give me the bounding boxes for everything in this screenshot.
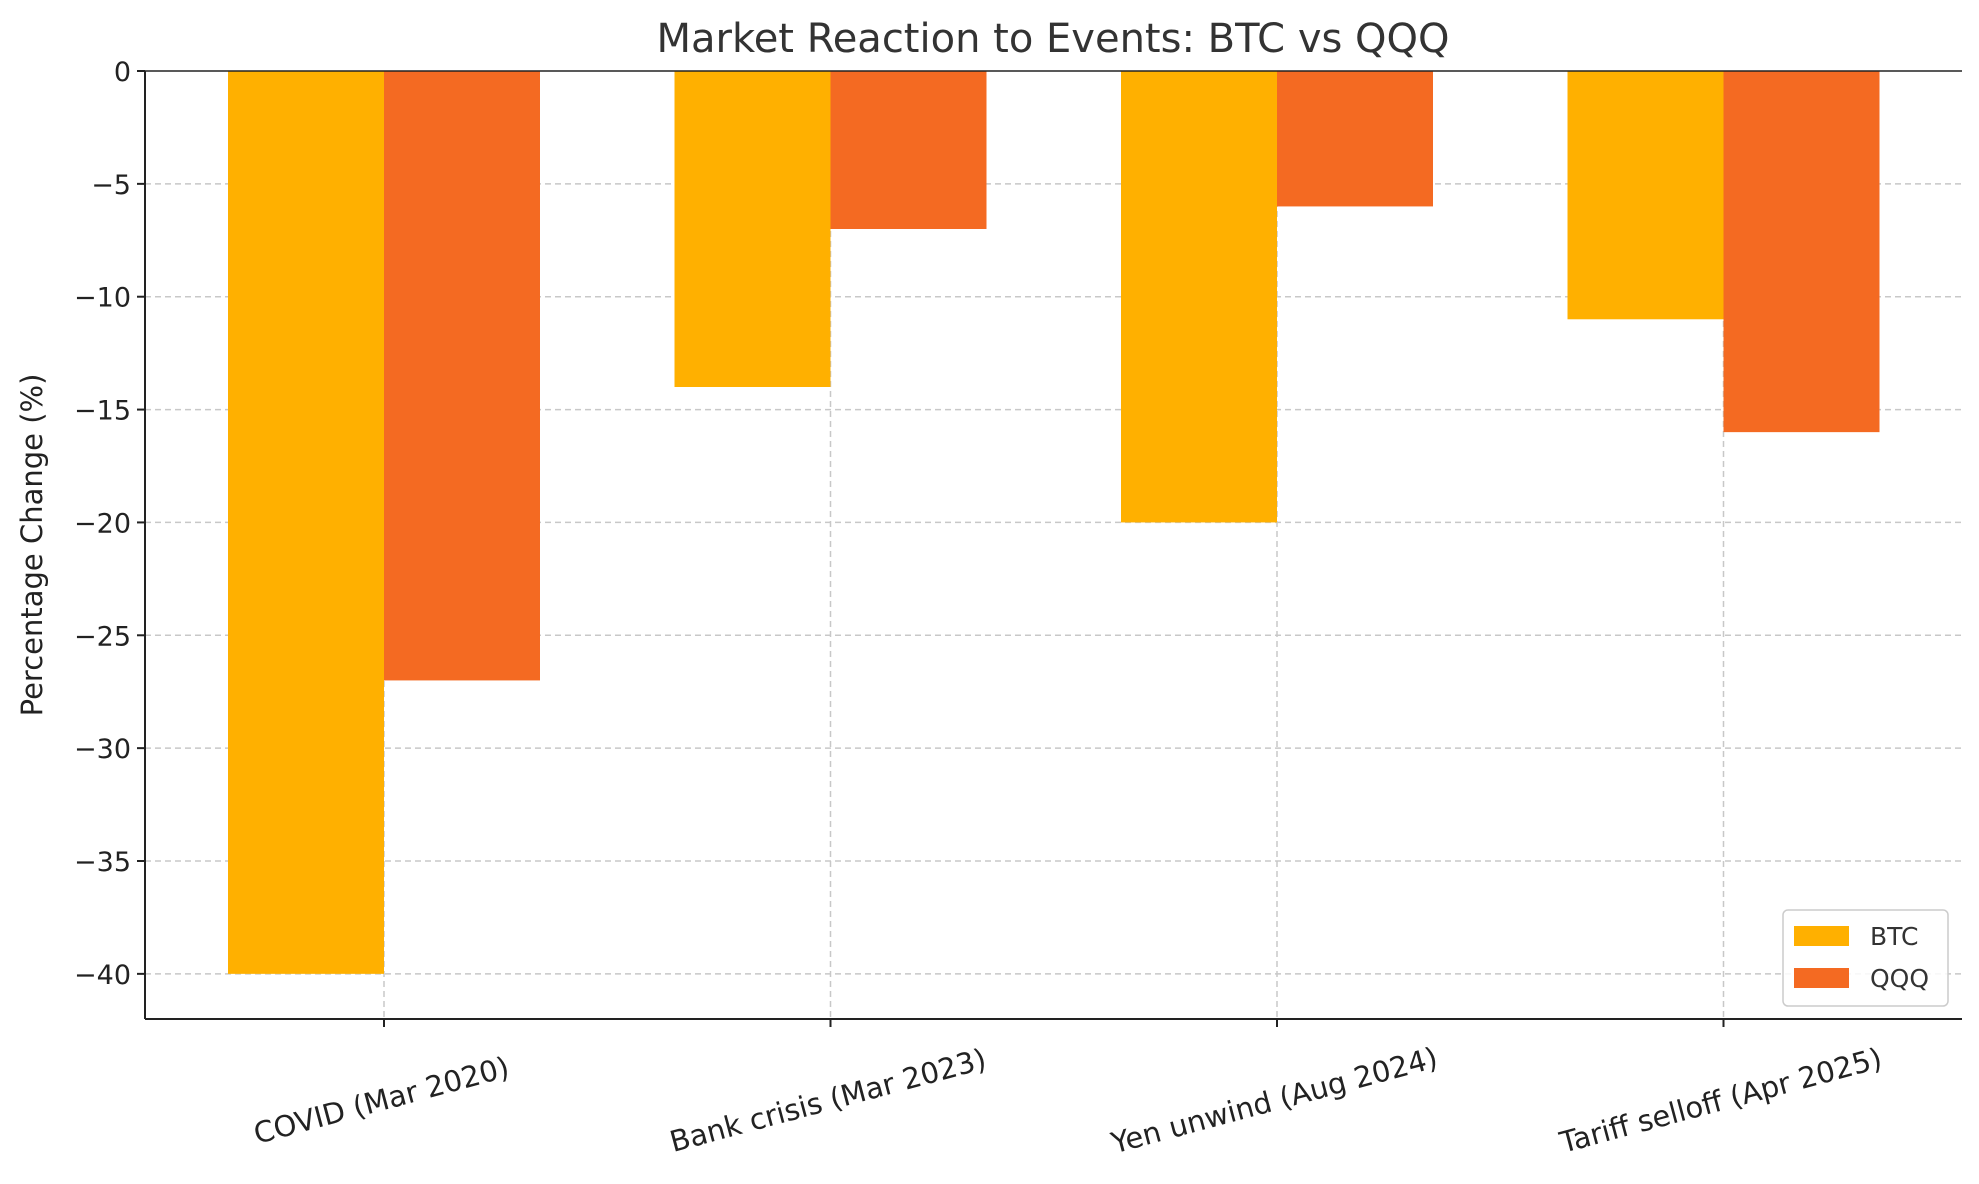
bar-btc [1567,71,1724,320]
bar-qqq [830,71,987,229]
bar-qqq [1723,71,1880,433]
x-tick-label: Yen unwind (Aug 2024) [1107,1040,1441,1160]
legend-swatch-qqq [1794,968,1849,988]
legend-label-btc: BTC [1870,922,1918,951]
legend-label-qqq: QQQ [1870,964,1929,993]
y-tick-label: 0 [114,57,131,88]
bars-layer [228,71,1880,974]
y-tick-label: −5 [91,170,131,201]
legend: BTC QQQ [1782,909,1949,1007]
x-tick-label: COVID (Mar 2020) [250,1050,513,1151]
x-tick-label: Bank crisis (Mar 2023) [666,1042,990,1159]
y-tick-label: −30 [74,734,131,765]
bar-btc [674,71,831,387]
y-axis-label: Percentage Change (%) [15,374,49,717]
bar-btc [228,71,384,974]
y-tick-label: −35 [74,847,131,878]
bar-btc [1121,71,1277,523]
x-tick-label: Tariff selloff (Apr 2025) [1555,1041,1885,1160]
y-tick-label: −15 [74,396,131,427]
y-tick-label: −20 [74,508,131,539]
y-tick-label: −25 [74,621,131,652]
y-tick-label: −40 [74,960,131,991]
y-tick-label: −10 [74,283,131,314]
chart-title: Market Reaction to Events: BTC vs QQQ [656,16,1449,62]
legend-swatch-btc [1794,926,1849,946]
bar-qqq [384,71,540,681]
bar-qqq [1277,71,1433,207]
